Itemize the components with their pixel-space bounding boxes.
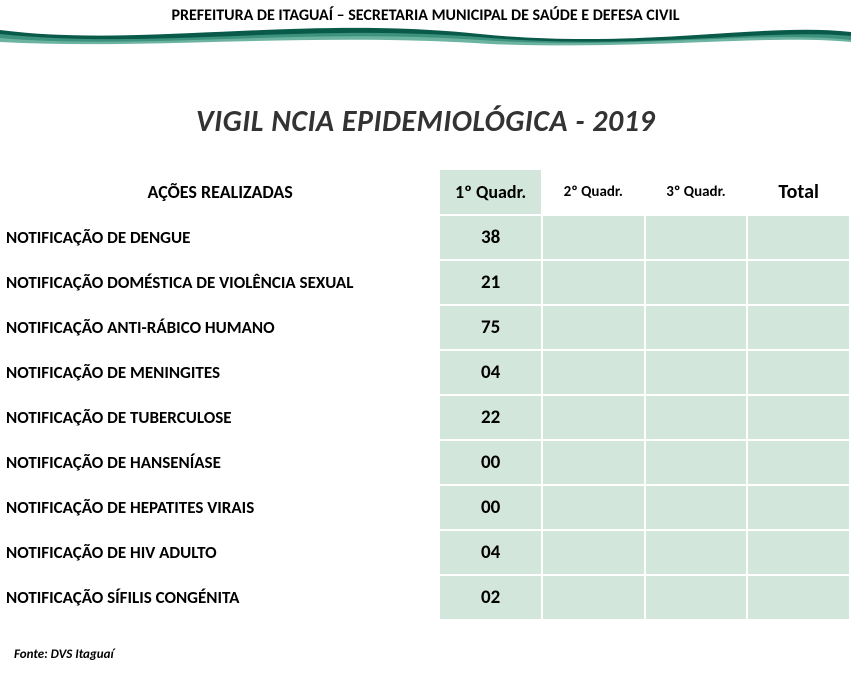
cell-q1: 38 <box>440 216 541 259</box>
row-label: NOTIFICAÇÃO DE DENGUE <box>2 216 438 259</box>
cell-q1: 00 <box>440 441 541 484</box>
cell-total <box>748 351 849 394</box>
cell-q1: 75 <box>440 306 541 349</box>
col-q3: 3º Quadr. <box>646 170 747 214</box>
table-row: NOTIFICAÇÃO DE DENGUE38 <box>2 216 849 259</box>
row-label: NOTIFICAÇÃO SÍFILIS CONGÉNITA <box>2 576 438 619</box>
col-q1: 1º Quadr. <box>440 170 541 214</box>
col-actions: AÇÕES REALIZADAS <box>2 170 438 214</box>
cell-q3 <box>646 396 747 439</box>
cell-total <box>748 306 849 349</box>
row-label: NOTIFICAÇÃO DE HIV ADULTO <box>2 531 438 574</box>
cell-q2 <box>543 261 644 304</box>
cell-q3 <box>646 441 747 484</box>
cell-q2 <box>543 576 644 619</box>
data-table: AÇÕES REALIZADAS 1º Quadr. 2º Quadr. 3º … <box>0 168 851 621</box>
table-row: NOTIFICAÇÃO ANTI-RÁBICO HUMANO75 <box>2 306 849 349</box>
cell-total <box>748 261 849 304</box>
cell-q3 <box>646 531 747 574</box>
cell-q2 <box>543 486 644 529</box>
cell-total <box>748 576 849 619</box>
cell-q3 <box>646 261 747 304</box>
cell-total <box>748 441 849 484</box>
cell-q2 <box>543 531 644 574</box>
table-row: NOTIFICAÇÃO DE HIV ADULTO04 <box>2 531 849 574</box>
table-row: NOTIFICAÇÃO DE HANSENÍASE00 <box>2 441 849 484</box>
table-row: NOTIFICAÇÃO DE HEPATITES VIRAIS00 <box>2 486 849 529</box>
header-title: PREFEITURA DE ITAGUAÍ – SECRETARIA MUNIC… <box>0 6 851 25</box>
row-label: NOTIFICAÇÃO DOMÉSTICA DE VIOLÊNCIA SEXUA… <box>2 261 438 304</box>
col-total: Total <box>748 170 849 214</box>
footer-source: Fonte: DVS Itaguaí <box>14 647 114 662</box>
table-row: NOTIFICAÇÃO DOMÉSTICA DE VIOLÊNCIA SEXUA… <box>2 261 849 304</box>
cell-q1: 22 <box>440 396 541 439</box>
table-body: NOTIFICAÇÃO DE DENGUE38NOTIFICAÇÃO DOMÉS… <box>2 216 849 619</box>
table-row: NOTIFICAÇÃO DE MENINGITES04 <box>2 351 849 394</box>
table-row: NOTIFICAÇÃO DE TUBERCULOSE22 <box>2 396 849 439</box>
cell-total <box>748 531 849 574</box>
cell-q2 <box>543 351 644 394</box>
cell-total <box>748 396 849 439</box>
cell-q3 <box>646 576 747 619</box>
col-q2: 2º Quadr. <box>543 170 644 214</box>
row-label: NOTIFICAÇÃO DE HANSENÍASE <box>2 441 438 484</box>
row-label: NOTIFICAÇÃO DE HEPATITES VIRAIS <box>2 486 438 529</box>
cell-q2 <box>543 216 644 259</box>
table-header-row: AÇÕES REALIZADAS 1º Quadr. 2º Quadr. 3º … <box>2 170 849 214</box>
cell-q3 <box>646 216 747 259</box>
cell-q1: 04 <box>440 531 541 574</box>
cell-q2 <box>543 441 644 484</box>
cell-q3 <box>646 306 747 349</box>
row-label: NOTIFICAÇÃO DE MENINGITES <box>2 351 438 394</box>
cell-q2 <box>543 396 644 439</box>
top-banner: PREFEITURA DE ITAGUAÍ – SECRETARIA MUNIC… <box>0 0 851 48</box>
cell-q1: 00 <box>440 486 541 529</box>
cell-q2 <box>543 306 644 349</box>
cell-q3 <box>646 351 747 394</box>
cell-total <box>748 216 849 259</box>
table-row: NOTIFICAÇÃO SÍFILIS CONGÉNITA02 <box>2 576 849 619</box>
cell-total <box>748 486 849 529</box>
cell-q1: 02 <box>440 576 541 619</box>
cell-q1: 21 <box>440 261 541 304</box>
cell-q3 <box>646 486 747 529</box>
row-label: NOTIFICAÇÃO ANTI-RÁBICO HUMANO <box>2 306 438 349</box>
main-title: VIGIL NCIA EPIDEMIOLÓGICA - 2019 <box>0 103 851 140</box>
cell-q1: 04 <box>440 351 541 394</box>
row-label: NOTIFICAÇÃO DE TUBERCULOSE <box>2 396 438 439</box>
